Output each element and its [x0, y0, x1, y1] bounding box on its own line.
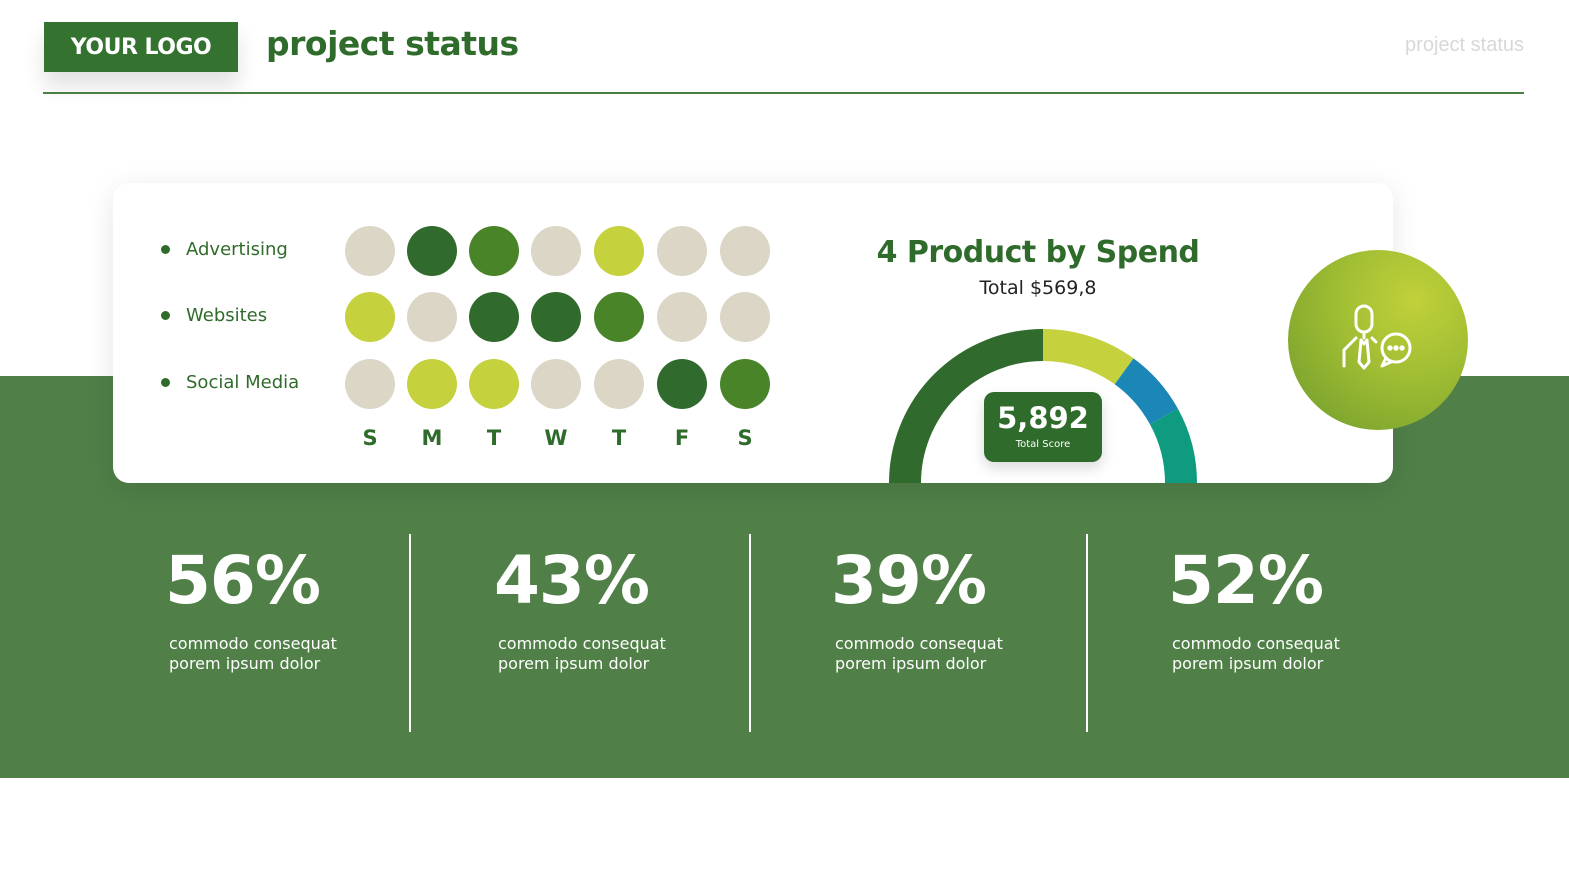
- stat-divider: [749, 534, 751, 732]
- stat-description: commodo consequat porem ipsum dolor: [1172, 634, 1402, 674]
- day-label: T: [611, 426, 627, 450]
- score-box: 5,892 Total Score: [984, 392, 1102, 462]
- activity-dot: [594, 226, 644, 276]
- activity-dot: [594, 292, 644, 342]
- logo-text: YOUR LOGO: [70, 34, 212, 60]
- gauge-segment: [1042, 329, 1134, 385]
- activity-dot: [345, 292, 395, 342]
- stat-line-1: commodo consequat: [835, 634, 1003, 653]
- row-label-text: Social Media: [186, 372, 300, 393]
- day-label: S: [362, 426, 378, 450]
- day-label: F: [674, 426, 690, 450]
- score-value: 5,892: [997, 401, 1089, 435]
- bullet: [161, 245, 170, 254]
- gauge-segment: [1149, 408, 1197, 483]
- activity-dot: [469, 359, 519, 409]
- activity-dot: [407, 292, 457, 342]
- day-label: S: [737, 426, 753, 450]
- activity-dot: [531, 359, 581, 409]
- stat-line-2: porem ipsum dolor: [498, 654, 650, 673]
- stat-1: 56% commodo consequat porem ipsum dolor: [165, 546, 399, 674]
- corner-label: project status: [1405, 34, 1524, 56]
- activity-dot: [469, 292, 519, 342]
- row-label-text: Advertising: [186, 239, 288, 260]
- row-label-text: Websites: [186, 305, 268, 326]
- stat-value: 43%: [494, 542, 650, 619]
- day-label: T: [486, 426, 502, 450]
- score-label: Total Score: [1015, 439, 1071, 450]
- activity-dot: [720, 359, 770, 409]
- activity-dot: [720, 292, 770, 342]
- activity-dot: [345, 359, 395, 409]
- row-label-websites: Websites: [161, 305, 267, 326]
- activity-dot: [407, 359, 457, 409]
- stat-line-1: commodo consequat: [1172, 634, 1340, 653]
- activity-dot: [407, 226, 457, 276]
- row-label-advertising: Advertising: [161, 239, 288, 260]
- activity-dot: [469, 226, 519, 276]
- activity-dot: [531, 292, 581, 342]
- activity-dot: [657, 226, 707, 276]
- day-label: M: [421, 426, 443, 450]
- header-divider: [43, 92, 1524, 94]
- day-label: W: [544, 426, 568, 450]
- stat-value: 56%: [165, 542, 321, 619]
- stat-line-2: porem ipsum dolor: [835, 654, 987, 673]
- activity-dot: [657, 359, 707, 409]
- stat-value: 52%: [1168, 542, 1324, 619]
- spend-gauge: [889, 329, 1197, 483]
- bullet: [161, 311, 170, 320]
- activity-dot: [531, 226, 581, 276]
- stat-description: commodo consequat porem ipsum dolor: [498, 634, 728, 674]
- person-chat-badge: [1288, 250, 1468, 430]
- gauge-subtitle: Total $569,8: [979, 277, 1097, 299]
- activity-card: Advertising Websites Social Media S M T W T F…: [113, 183, 1393, 483]
- gauge-segment: [1114, 358, 1178, 425]
- stat-divider: [409, 534, 411, 732]
- person-chat-icon: [1342, 304, 1412, 370]
- gauge-segment: [889, 329, 1044, 483]
- stat-2: 43% commodo consequat porem ipsum dolor: [494, 546, 728, 674]
- stat-description: commodo consequat porem ipsum dolor: [835, 634, 1065, 674]
- stat-3: 39% commodo consequat porem ipsum dolor: [831, 546, 1065, 674]
- stat-description: commodo consequat porem ipsum dolor: [169, 634, 399, 674]
- activity-dot: [720, 226, 770, 276]
- stat-line-2: porem ipsum dolor: [1172, 654, 1324, 673]
- activity-dot: [657, 292, 707, 342]
- logo: YOUR LOGO: [44, 22, 238, 72]
- stat-value: 39%: [831, 542, 987, 619]
- activity-dot: [594, 359, 644, 409]
- gauge-title: 4 Product by Spend: [876, 235, 1200, 270]
- stat-line-1: commodo consequat: [498, 634, 666, 653]
- stat-4: 52% commodo consequat porem ipsum dolor: [1168, 546, 1402, 674]
- bullet: [161, 378, 170, 387]
- activity-dot: [345, 226, 395, 276]
- row-label-social-media: Social Media: [161, 372, 299, 393]
- stat-divider: [1086, 534, 1088, 732]
- stat-line-2: porem ipsum dolor: [169, 654, 321, 673]
- stat-line-1: commodo consequat: [169, 634, 337, 653]
- page-title: project status: [266, 24, 519, 63]
